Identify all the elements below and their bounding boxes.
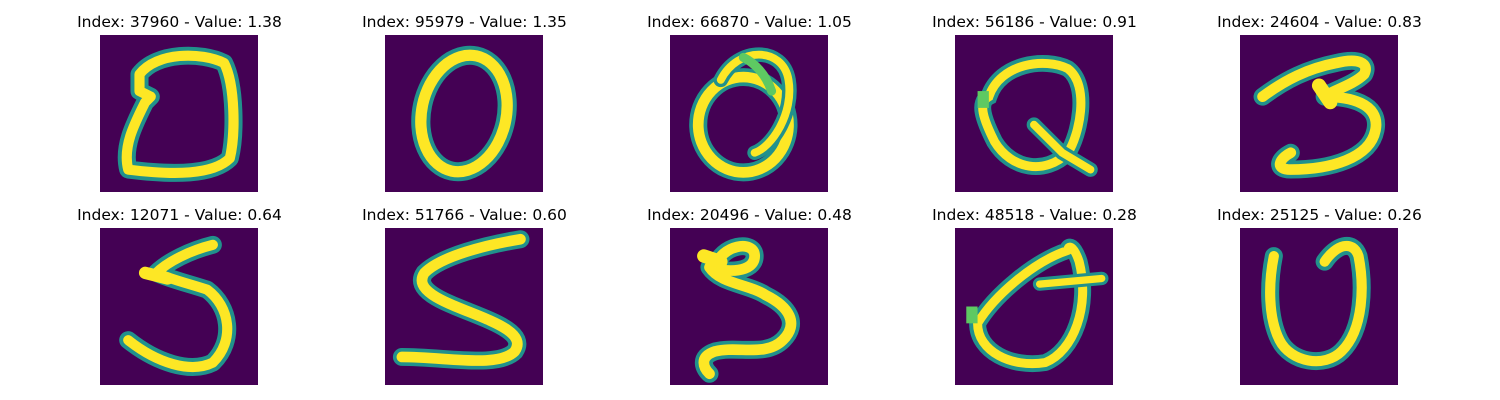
panel-7: Index: 20496 - Value: 0.48 [607,206,892,396]
panel-6: Index: 51766 - Value: 0.60 [322,206,607,396]
panel-8: Index: 48518 - Value: 0.28 [892,206,1177,396]
panel-9: Index: 25125 - Value: 0.26 [1177,206,1462,396]
digit-image [385,35,543,192]
panel-0: Index: 37960 - Value: 1.38 [37,13,322,203]
digit-image [955,228,1113,385]
digit-image [670,35,828,192]
panel-title: Index: 20496 - Value: 0.48 [607,206,892,224]
panel-3: Index: 56186 - Value: 0.91 [892,13,1177,203]
panel-title: Index: 51766 - Value: 0.60 [322,206,607,224]
panel-title: Index: 66870 - Value: 1.05 [607,13,892,31]
panel-title: Index: 25125 - Value: 0.26 [1177,206,1462,224]
digit-image [100,228,258,385]
panel-title: Index: 24604 - Value: 0.83 [1177,13,1462,31]
panel-title: Index: 56186 - Value: 0.91 [892,13,1177,31]
panel-1: Index: 95979 - Value: 1.35 [322,13,607,203]
digit-image [1240,228,1398,385]
panel-2: Index: 66870 - Value: 1.05 [607,13,892,203]
panel-title: Index: 12071 - Value: 0.64 [37,206,322,224]
panel-title: Index: 95979 - Value: 1.35 [322,13,607,31]
panel-5: Index: 12071 - Value: 0.64 [37,206,322,396]
digit-image [955,35,1113,192]
panel-title: Index: 48518 - Value: 0.28 [892,206,1177,224]
panel-title: Index: 37960 - Value: 1.38 [37,13,322,31]
digit-image [100,35,258,192]
digit-image [385,228,543,385]
digit-image [670,228,828,385]
digit-image [1240,35,1398,192]
panel-4: Index: 24604 - Value: 0.83 [1177,13,1462,203]
